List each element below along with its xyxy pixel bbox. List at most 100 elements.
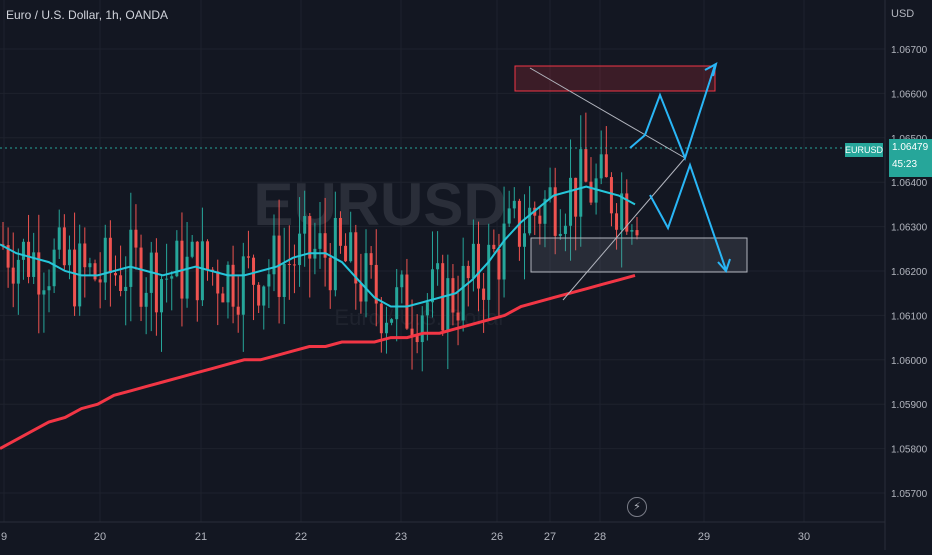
candle-body xyxy=(523,233,527,247)
candle-body xyxy=(241,256,245,315)
candle-body xyxy=(369,253,373,265)
candle-body xyxy=(129,229,133,287)
candle-body xyxy=(584,149,588,182)
candle-body xyxy=(119,275,123,292)
candle-body xyxy=(165,278,169,280)
resistance-zone xyxy=(514,65,716,92)
triangle-lower-line xyxy=(562,157,686,301)
candle-body xyxy=(574,177,578,217)
symbol-badge: EURUSD xyxy=(845,143,884,157)
candle-body xyxy=(328,257,332,291)
candle-body xyxy=(502,223,506,280)
candle-body xyxy=(635,230,639,236)
y-tick-label: 1.06100 xyxy=(891,311,928,322)
candle-body xyxy=(374,264,378,304)
candle-body xyxy=(349,232,353,262)
candle-body xyxy=(37,252,41,295)
candle-body xyxy=(246,256,250,258)
candle-body xyxy=(609,177,613,214)
candle-body xyxy=(47,286,51,291)
candle-body xyxy=(543,198,547,224)
candle-body xyxy=(338,217,342,246)
candle-body xyxy=(318,233,322,249)
candle-body xyxy=(298,233,302,266)
candle-body xyxy=(405,274,409,329)
candle-body xyxy=(630,230,634,232)
candle-body xyxy=(292,264,296,266)
candle-body xyxy=(287,264,291,266)
bullish-projection xyxy=(629,64,716,161)
candle-body xyxy=(6,245,10,268)
candle-body xyxy=(436,263,440,270)
candle-body xyxy=(620,193,624,230)
currency-label: USD xyxy=(891,8,915,20)
candle-body xyxy=(139,247,143,307)
candle-body xyxy=(154,252,158,313)
candle-body xyxy=(185,256,189,299)
candle-body xyxy=(615,213,619,230)
candle-body xyxy=(487,244,491,300)
candle-body xyxy=(395,287,399,320)
candle-countdown: 45:23 xyxy=(892,159,918,170)
bearish-arrowhead xyxy=(717,258,731,273)
x-tick-label: 20 xyxy=(94,531,106,543)
candle-body xyxy=(88,263,92,268)
watermark-name: Euro / U.S. Dollar xyxy=(334,305,505,330)
y-tick-label: 1.06400 xyxy=(891,178,928,189)
candle-body xyxy=(400,274,404,288)
x-tick-label: 26 xyxy=(491,531,503,543)
candle-body xyxy=(160,279,163,313)
candle-body xyxy=(144,292,148,307)
candle-body xyxy=(344,245,348,262)
watermark-symbol: EURUSD xyxy=(253,171,506,238)
x-tick-label: 23 xyxy=(395,531,407,543)
lightning-icon[interactable]: ⚡ xyxy=(627,497,647,517)
candle-body xyxy=(558,233,562,236)
candle-body xyxy=(216,271,220,294)
y-tick-label: 1.06700 xyxy=(891,45,928,56)
candle-body xyxy=(42,290,46,295)
x-tick-label: 27 xyxy=(544,531,556,543)
candle-body xyxy=(27,241,31,277)
candle-body xyxy=(390,319,394,323)
candle-body xyxy=(507,208,511,224)
candle-body xyxy=(175,240,179,277)
candle-body xyxy=(461,265,465,321)
y-tick-label: 1.06600 xyxy=(891,89,928,100)
candle-body xyxy=(190,241,194,257)
y-tick-label: 1.06000 xyxy=(891,356,928,367)
candle-body xyxy=(98,279,102,283)
candle-body xyxy=(252,257,256,285)
candle-body xyxy=(200,241,204,301)
price-box: 1.06479 45:23 xyxy=(889,139,932,177)
candle-body xyxy=(599,154,603,179)
x-tick-label: 28 xyxy=(594,531,606,543)
candle-body xyxy=(323,233,327,258)
candle-body xyxy=(272,235,276,275)
candle-body xyxy=(113,273,117,276)
candle-body xyxy=(477,243,480,289)
x-tick-label: 22 xyxy=(295,531,307,543)
candle-body xyxy=(548,187,552,199)
candle-body xyxy=(625,193,629,232)
candle-body xyxy=(134,229,138,248)
candle-body xyxy=(420,315,424,343)
candle-body xyxy=(538,215,542,224)
candle-body xyxy=(57,227,61,250)
y-tick-label: 1.05900 xyxy=(891,400,928,411)
candle-body xyxy=(303,216,307,234)
time-axis: 9 20 21 22 23 26 27 28 29 30 xyxy=(1,531,810,543)
candle-body xyxy=(103,237,107,283)
candle-body xyxy=(16,259,20,284)
candle-body xyxy=(379,303,383,334)
candle-body xyxy=(308,216,312,259)
candle-body xyxy=(594,178,598,203)
candle-body xyxy=(384,322,388,334)
candle-body xyxy=(267,274,271,287)
candle-body xyxy=(195,241,199,301)
candle-body xyxy=(124,286,128,292)
candle-body xyxy=(604,154,608,178)
candle-body xyxy=(32,252,36,277)
